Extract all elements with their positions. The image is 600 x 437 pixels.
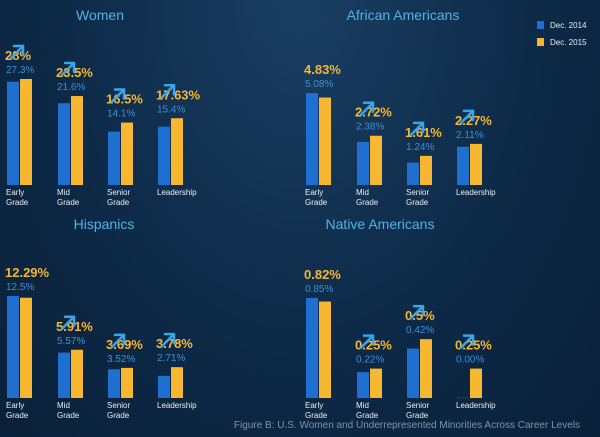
legend-label: Dec. 2015	[550, 38, 587, 47]
category-label: Early Grade	[6, 188, 29, 207]
up-arrow-icon	[60, 315, 76, 331]
bar-2014	[306, 298, 318, 398]
up-arrow-icon	[459, 334, 475, 349]
bar-2014	[7, 296, 19, 398]
label-2014: 0.85%	[305, 284, 333, 295]
label-2015: 0.82%	[304, 267, 341, 282]
panel-title: Hispanics	[74, 216, 135, 232]
up-arrow-icon	[409, 304, 425, 320]
bar-2014	[158, 375, 170, 398]
bar-2014	[357, 372, 369, 398]
bar-2014	[58, 352, 70, 398]
label-2014: 1.24%	[406, 142, 434, 153]
up-arrow-icon	[409, 121, 425, 137]
bar-2014	[158, 126, 170, 185]
category-label: Mid Grade	[356, 401, 379, 420]
bar-2015	[420, 339, 432, 398]
legend-label: Dec. 2014	[550, 21, 587, 30]
bar-2014	[457, 146, 469, 185]
bar-2014	[357, 141, 369, 185]
category-label: Early Grade	[6, 401, 29, 420]
bar-2015	[71, 96, 83, 185]
category-label: Leadership	[157, 401, 197, 410]
category-label: Leadership	[157, 188, 197, 197]
category-label: Leadership	[456, 401, 496, 410]
bar-2015	[370, 135, 382, 185]
label-2014: 0.00%	[456, 355, 484, 366]
bar-2015	[171, 118, 183, 185]
label-2014: 27.3%	[6, 65, 34, 76]
label-2015: 17.63%	[156, 87, 201, 102]
bar-2015	[420, 155, 432, 185]
label-2015: 12.29%	[5, 265, 50, 280]
category-label: Senior Grade	[406, 188, 429, 207]
label-2014: 0.42%	[406, 325, 434, 336]
label-2014: 2.38%	[356, 122, 384, 133]
up-arrow-icon	[160, 332, 176, 348]
bar-2015	[470, 368, 482, 398]
legend: Dec. 2014 Dec. 2015	[537, 21, 587, 47]
category-label: Early Grade	[305, 188, 328, 207]
up-arrow-icon	[359, 101, 375, 116]
up-arrow-icon	[110, 333, 126, 349]
label-2015: 28%	[5, 48, 31, 63]
bar-2015	[319, 301, 331, 398]
bar-2015	[20, 297, 32, 398]
bar-2015	[121, 367, 133, 398]
bar-2015	[319, 97, 331, 185]
panel-african-americans: African Americans 5.08% 4.83% Early Grade 2.3…	[304, 7, 496, 207]
panel-title: Native Americans	[326, 216, 435, 232]
panel-title: Women	[76, 7, 124, 23]
up-arrow-icon	[110, 88, 126, 103]
label-2014: 0.22%	[356, 355, 384, 366]
bar-2014	[108, 369, 120, 398]
bar-2014	[58, 103, 70, 185]
bar-2015	[71, 349, 83, 398]
label-2014: 2.11%	[456, 130, 484, 141]
legend-swatch	[537, 38, 544, 46]
label-2014: 15.4%	[157, 104, 185, 115]
bar-2015	[171, 367, 183, 398]
label-2015: 0.5%	[405, 308, 435, 323]
category-label: Early Grade	[305, 401, 328, 420]
label-2014: 3.52%	[107, 354, 135, 365]
bar-2015	[121, 122, 133, 185]
label-2014: 21.6%	[57, 82, 85, 93]
bar-2014	[306, 93, 318, 185]
bar-2014	[108, 131, 120, 185]
up-arrow-icon	[60, 61, 76, 77]
up-arrow-icon	[9, 44, 25, 60]
up-arrow-icon	[160, 84, 176, 99]
bar-2015	[370, 368, 382, 398]
category-label: Leadership	[456, 188, 496, 197]
legend-swatch	[537, 21, 544, 29]
bar-2015	[470, 143, 482, 185]
up-arrow-icon	[459, 109, 475, 125]
category-label: Mid Grade	[57, 188, 80, 207]
up-arrow-icon	[359, 334, 375, 349]
label-2014: 14.1%	[107, 109, 135, 120]
figure-caption: Figure B: U.S. Women and Underrepresente…	[234, 420, 580, 431]
label-2014: 2.71%	[157, 353, 185, 364]
label-2015: 4.83%	[304, 62, 341, 77]
category-label: Senior Grade	[406, 401, 429, 420]
bar-2014	[407, 162, 419, 185]
label-2014: 5.57%	[57, 336, 85, 347]
category-label: Senior Grade	[107, 401, 130, 420]
category-label: Mid Grade	[356, 188, 379, 207]
bar-2014	[7, 81, 19, 185]
panel-native-americans: Native Americans 0.85% 0.82% Early Grade 0.22…	[304, 216, 496, 420]
category-label: Mid Grade	[57, 401, 80, 420]
bar-2014	[407, 348, 419, 398]
panel-title: African Americans	[347, 7, 460, 23]
label-2014: 5.08%	[305, 79, 333, 90]
bar-2015	[20, 79, 32, 185]
label-2014: 12.5%	[6, 282, 34, 293]
category-label: Senior Grade	[107, 188, 130, 207]
